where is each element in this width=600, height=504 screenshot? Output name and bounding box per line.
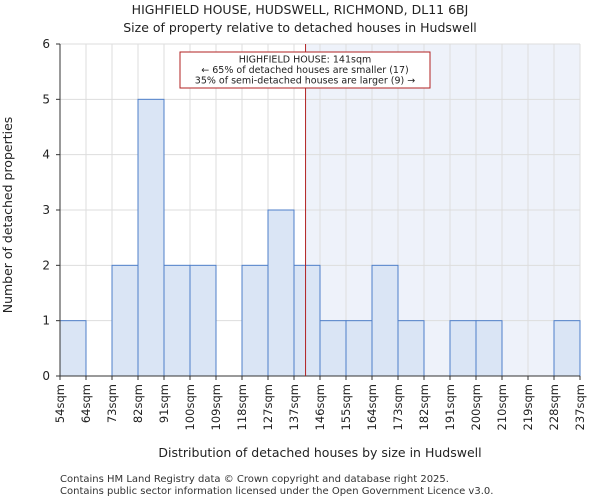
x-tick-label: 64sqm [79,384,93,423]
x-tick-label: 228sqm [547,384,561,430]
annotation-box [179,51,431,89]
footer-line-2: Contains public sector information licen… [60,486,493,497]
histogram-bar [241,264,269,377]
y-axis-label: Number of detached properties [0,117,15,314]
plot-area: 0 1 2 3 4 5 6 54sqm 64sqm 73sqm 82sqm 91sqm 100sqm 10… [42,37,587,430]
x-tick-label: 73sqm [105,384,119,423]
x-tick-label: 91sqm [157,384,171,423]
y-tick-label: 0 [42,369,50,383]
x-axis-label: Distribution of detached houses by size … [158,445,481,460]
histogram-bar [553,320,581,377]
x-tick-label: 127sqm [261,384,275,430]
annotation-line: ← 65% of detached houses are smaller (17… [201,65,408,76]
y-tick-label: 5 [42,92,50,106]
x-tick-label: 173sqm [391,384,405,430]
x-tick-label: 54sqm [53,384,67,423]
chart-title: HIGHFIELD HOUSE, HUDSWELL, RICHMOND, DL1… [132,2,469,17]
histogram-bar [59,320,87,377]
x-tick-label: 210sqm [495,384,509,430]
x-tick-label: 191sqm [443,384,457,430]
x-tick-label: 118sqm [235,384,249,430]
footer-line-1: Contains HM Land Registry data © Crown c… [60,474,449,485]
annotation-line: HIGHFIELD HOUSE: 141sqm [239,55,372,66]
histogram-bar [397,320,425,377]
histogram-bar [293,264,321,377]
x-tick-label: 100sqm [183,384,197,430]
x-tick-label: 182sqm [417,384,431,430]
histogram-bar [475,320,503,377]
x-tick-label: 137sqm [287,384,301,430]
histogram-bar [137,98,165,377]
y-tick-label: 3 [42,203,50,217]
x-tick-label: 164sqm [365,384,379,430]
x-tick-label: 82sqm [131,384,145,423]
histogram-bar [163,264,191,377]
histogram-bar [267,209,295,377]
chart-subtitle: Size of property relative to detached ho… [123,20,477,35]
histogram-bar [449,320,477,377]
histogram-bar [111,264,139,377]
x-tick-label: 155sqm [339,384,353,430]
histogram-bar [371,264,399,377]
y-tick-label: 6 [42,37,50,51]
x-tick-label: 237sqm [573,384,587,430]
x-tick-label: 109sqm [209,384,223,430]
x-tick-label: 146sqm [313,384,327,430]
x-tick-label: 200sqm [469,384,483,430]
histogram-bar [319,320,347,377]
y-tick-label: 2 [42,258,50,272]
y-tick-label: 1 [42,314,50,328]
y-tick-label: 4 [42,148,50,162]
x-tick-label: 219sqm [521,384,535,430]
histogram-bar [345,320,373,377]
histogram-bar [189,264,217,377]
annotation-line: 35% of semi-detached houses are larger (… [195,76,415,87]
